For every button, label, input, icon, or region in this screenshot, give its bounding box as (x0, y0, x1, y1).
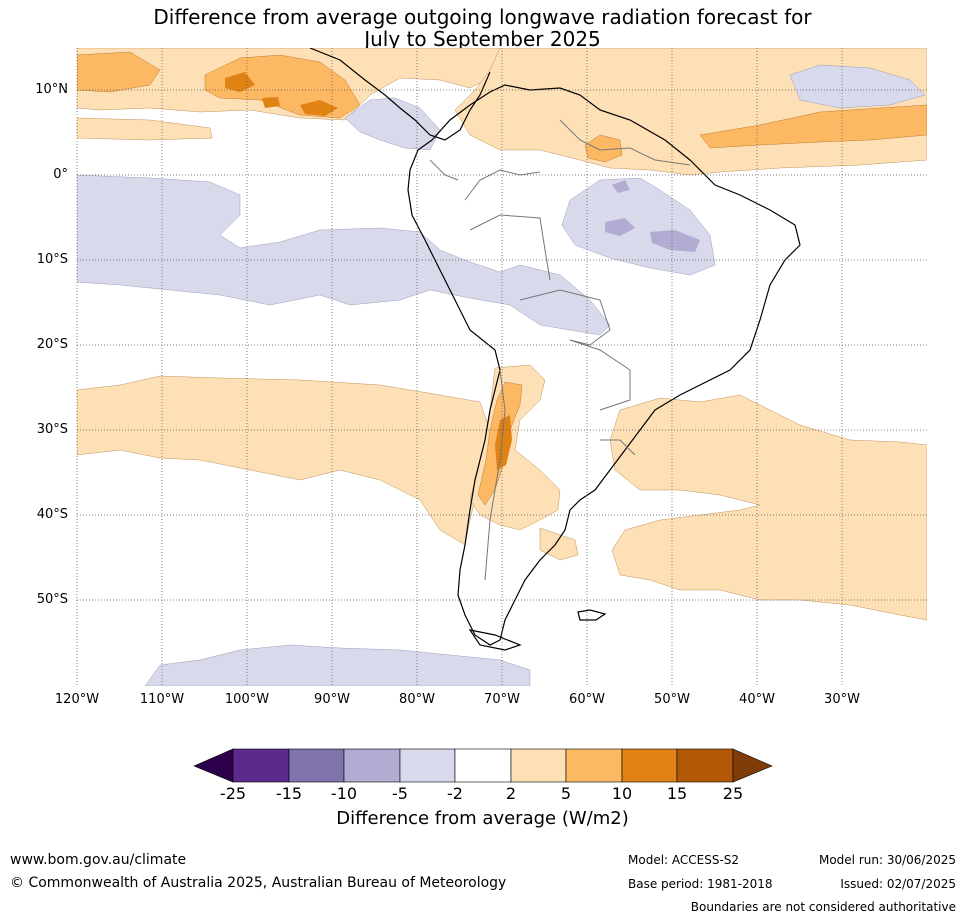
border-colombia (464, 169, 541, 201)
map-title-line1: Difference from average outgoing longwav… (153, 5, 812, 29)
colorbar-tick-2: 2 (505, 784, 517, 803)
lon-label-40w: 40°W (739, 692, 775, 707)
anomaly-atlantic-orange (699, 104, 927, 149)
colorbar-max-extension (732, 748, 773, 783)
graticule (76, 48, 927, 686)
anomaly-venezuela-orange (584, 134, 623, 163)
coastline-tierra-del-fuego (468, 629, 522, 651)
anomaly-amazon-purple-3 (612, 180, 630, 193)
colorbar-tick-5: 5 (560, 784, 572, 803)
colorbar-tick-minus10: -10 (330, 784, 358, 803)
colorbar-tick-10: 10 (611, 784, 633, 803)
lat-label-10s: 10°S (36, 252, 68, 267)
anomaly-pacific-dark-3 (262, 97, 280, 108)
colorbar-tick-25: 25 (722, 784, 744, 803)
anomaly-north-atlantic-cool (789, 64, 926, 109)
colorbar-bin-3 (343, 748, 401, 783)
colorbar (193, 748, 773, 783)
lon-label-90w: 90°W (314, 692, 350, 707)
colorbar-tick-minus25: -25 (219, 784, 247, 803)
border-venezuela-guyana (559, 119, 691, 166)
lon-label-30w: 30°W (824, 692, 860, 707)
coastline-falklands (577, 609, 607, 621)
lat-label-40s: 40°S (36, 507, 68, 522)
anomaly-amazon-purple-2 (650, 230, 700, 252)
border-bolivia (519, 289, 611, 346)
lon-label-110w: 110°W (139, 692, 185, 707)
footer-url[interactable]: www.bom.gov.au/climate (10, 852, 187, 868)
border-uruguay (600, 439, 636, 456)
anomaly-fields (77, 48, 927, 686)
lon-label-80w: 80°W (399, 692, 435, 707)
lon-label-120w: 120°W (54, 692, 100, 707)
colorbar-bin-6 (510, 748, 567, 783)
colorbar-tick-minus15: -15 (275, 784, 303, 803)
coastlines (309, 48, 801, 651)
anomaly-south-pacific (77, 375, 491, 546)
footer-model: Model: ACCESS-S2 (628, 853, 740, 867)
colorbar-bin-1 (232, 748, 290, 783)
anomaly-equatorial-pacific-strip (77, 117, 213, 141)
colorbar-bin-4 (399, 748, 456, 783)
footer-disclaimer: Boundaries are not considered authoritat… (690, 900, 956, 914)
anomaly-pacific-dark-2 (300, 100, 338, 116)
lon-label-100w: 100°W (224, 692, 270, 707)
colorbar-tick-minus5: -5 (392, 784, 408, 803)
anomaly-pacific-dark-1 (225, 72, 255, 92)
map-title-line2: July to September 2025 (364, 27, 601, 51)
colorbar-bin-2 (288, 748, 345, 783)
footer-issued: Issued: 02/07/2025 (840, 877, 956, 891)
border-ecuador (429, 159, 459, 181)
lat-label-0: 0° (53, 167, 68, 182)
colorbar-bin-5 (454, 748, 512, 783)
coastline-central-america (309, 48, 491, 141)
colorbar-bin-8 (621, 748, 678, 783)
lon-label-50w: 50°W (654, 692, 690, 707)
lat-label-30s: 30°S (36, 422, 68, 437)
lat-label-10n: 10°N (35, 82, 68, 97)
anomaly-south-atlantic (609, 394, 927, 621)
footer-model-run: Model run: 30/06/2025 (818, 853, 956, 867)
border-peru-brazil (469, 214, 551, 281)
lon-label-60w: 60°W (569, 692, 605, 707)
lat-label-20s: 20°S (36, 337, 68, 352)
anomaly-amazon-purple-1 (605, 218, 635, 236)
anomaly-amazon-cool (561, 177, 716, 276)
colorbar-tick-minus2: -2 (447, 784, 463, 803)
colorbar-label: Difference from average (W/m2) (336, 808, 629, 829)
border-chile-argentina (484, 369, 506, 581)
border-paraguay (569, 339, 631, 411)
footer-base-period: Base period: 1981-2018 (628, 877, 773, 891)
lat-label-50s: 50°S (36, 592, 68, 607)
anomaly-pacific-orange-1 (77, 51, 161, 93)
colorbar-tick-15: 15 (666, 784, 688, 803)
anomaly-andes-dark (495, 415, 512, 470)
country-borders (429, 119, 691, 581)
colorbar-bin-7 (565, 748, 623, 783)
colorbar-bin-9 (676, 748, 734, 783)
coastline-south-america (407, 84, 801, 646)
anomaly-patagonia-east (539, 527, 579, 561)
anomaly-central-pacific-cool (77, 174, 611, 336)
footer-copyright: © Commonwealth of Australia 2025, Austra… (10, 875, 507, 891)
anomaly-southern-ocean-cool (144, 644, 531, 686)
anomaly-central-america-cool (344, 97, 441, 151)
colorbar-min-extension (193, 748, 234, 783)
lon-label-70w: 70°W (484, 692, 520, 707)
